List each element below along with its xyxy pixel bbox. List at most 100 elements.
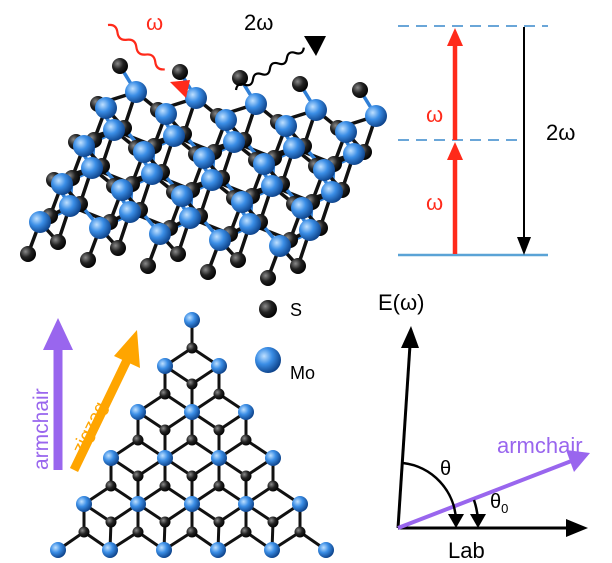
crystal-mo-atom bbox=[335, 121, 357, 143]
panel-a-crystal: ω 2ω bbox=[20, 10, 387, 286]
crystal-mo-atom bbox=[125, 81, 147, 103]
armchair-direction-arrowhead bbox=[43, 318, 73, 350]
crystal-mo-atom bbox=[89, 217, 111, 239]
crystal-s-atom bbox=[260, 270, 276, 286]
crystal-mo-atom bbox=[119, 201, 141, 223]
crystal-mo-atom bbox=[171, 185, 193, 207]
crystal-mo-atom bbox=[283, 137, 305, 159]
zigzag-direction-arrow bbox=[69, 356, 133, 472]
flake-s-atom bbox=[105, 516, 117, 528]
crystal-mo-atom bbox=[269, 235, 291, 257]
crystal-mo-atom bbox=[51, 173, 73, 195]
theta-label: θ bbox=[440, 458, 451, 480]
flake-s-atom bbox=[186, 378, 198, 390]
flake-s-atom bbox=[132, 434, 144, 446]
crystal-mo-atom bbox=[343, 143, 365, 165]
flake-s-atom bbox=[159, 480, 171, 492]
crystal-s-atom bbox=[170, 246, 186, 262]
crystal-mo-atom bbox=[163, 125, 185, 147]
flake-s-atom bbox=[213, 516, 225, 528]
zigzag-direction-label: zigzag bbox=[69, 399, 112, 458]
flake-mo-atom bbox=[211, 358, 227, 374]
field-vector-label: E(ω) bbox=[378, 290, 425, 315]
crystal-s-atom bbox=[232, 70, 248, 86]
crystal-mo-atom bbox=[95, 97, 117, 119]
flake-s-atom bbox=[213, 388, 225, 400]
crystal-s-atom bbox=[20, 246, 36, 262]
armchair-vector-label: armchair bbox=[497, 433, 583, 458]
crystal-mo-atom bbox=[223, 131, 245, 153]
crystal-mo-atom bbox=[103, 119, 125, 141]
flake-s-atom bbox=[294, 526, 306, 538]
flake-mo-atom bbox=[318, 542, 334, 558]
crystal-mo-atom bbox=[231, 191, 253, 213]
crystal-mo-atom bbox=[253, 153, 275, 175]
theta0-arc-arrowhead bbox=[470, 514, 486, 528]
flake-mo-atom bbox=[210, 542, 226, 558]
crystal-mo-atom bbox=[321, 181, 343, 203]
flake-s-atom bbox=[78, 526, 90, 538]
flake-s-atom bbox=[159, 388, 171, 400]
crystal-mo-atom bbox=[149, 223, 171, 245]
crystal-mo-atom bbox=[215, 109, 237, 131]
flake-s-atom bbox=[240, 470, 252, 482]
flake-mo-atom bbox=[264, 542, 280, 558]
crystal-mo-atom bbox=[299, 219, 321, 241]
flake-s-atom bbox=[159, 424, 171, 436]
crystal-mo-atom bbox=[305, 99, 327, 121]
crystal-s-atom bbox=[290, 258, 306, 274]
lower-photon-label: ω bbox=[426, 190, 443, 215]
theta0-subscript: 0 bbox=[501, 501, 508, 516]
crystal-mo-atom bbox=[193, 147, 215, 169]
triangular-flake-lattice bbox=[50, 312, 334, 558]
flake-mo-atom bbox=[157, 450, 173, 466]
theta-arc-arrowhead bbox=[448, 514, 464, 528]
mos2-lattice bbox=[20, 58, 387, 286]
crystal-s-atom bbox=[50, 234, 66, 250]
upper-photon-arrowhead bbox=[447, 28, 463, 46]
sh-photon-label: 2ω bbox=[244, 10, 273, 35]
crystal-mo-atom bbox=[111, 179, 133, 201]
crystal-mo-atom bbox=[59, 195, 81, 217]
crystal-mo-atom bbox=[141, 163, 163, 185]
crystal-mo-atom bbox=[201, 169, 223, 191]
crystal-mo-atom bbox=[133, 141, 155, 163]
crystal-mo-atom bbox=[245, 93, 267, 115]
theta0-symbol: θ bbox=[490, 491, 501, 513]
legend-label-mo: Mo bbox=[290, 363, 315, 383]
flake-mo-atom bbox=[265, 450, 281, 466]
flake-s-atom bbox=[186, 434, 198, 446]
lab-axis-arrowhead bbox=[566, 519, 588, 537]
crystal-s-atom bbox=[80, 252, 96, 268]
emission-label: 2ω bbox=[546, 120, 575, 145]
crystal-s-atom bbox=[140, 258, 156, 274]
flake-s-atom bbox=[186, 342, 198, 354]
crystal-mo-atom bbox=[209, 229, 231, 251]
flake-s-atom bbox=[267, 480, 279, 492]
flake-s-atom bbox=[186, 526, 198, 538]
armchair-vector bbox=[397, 458, 575, 530]
flake-mo-atom bbox=[103, 450, 119, 466]
crystal-mo-atom bbox=[29, 211, 51, 233]
flake-atoms bbox=[50, 312, 334, 558]
flake-mo-atom bbox=[292, 496, 308, 512]
crystal-mo-atom bbox=[239, 213, 261, 235]
flake-mo-atom bbox=[102, 542, 118, 558]
flake-s-atom bbox=[132, 526, 144, 538]
flake-mo-atom bbox=[157, 358, 173, 374]
lab-axis-label: Lab bbox=[448, 538, 485, 563]
crystal-atoms bbox=[20, 58, 387, 286]
crystal-mo-atom bbox=[179, 207, 201, 229]
upper-photon-label: ω bbox=[426, 102, 443, 127]
crystal-s-atom bbox=[200, 264, 216, 280]
crystal-mo-atom bbox=[185, 87, 207, 109]
flake-mo-atom bbox=[184, 496, 200, 512]
armchair-direction-label: armchair bbox=[30, 388, 53, 470]
flake-mo-atom bbox=[238, 404, 254, 420]
crystal-s-atom bbox=[110, 240, 126, 256]
flake-s-atom bbox=[105, 480, 117, 492]
emission-arrowhead bbox=[517, 237, 531, 255]
incident-photon-arrowhead bbox=[170, 80, 190, 98]
molybdenum-atom-icon bbox=[255, 347, 281, 373]
